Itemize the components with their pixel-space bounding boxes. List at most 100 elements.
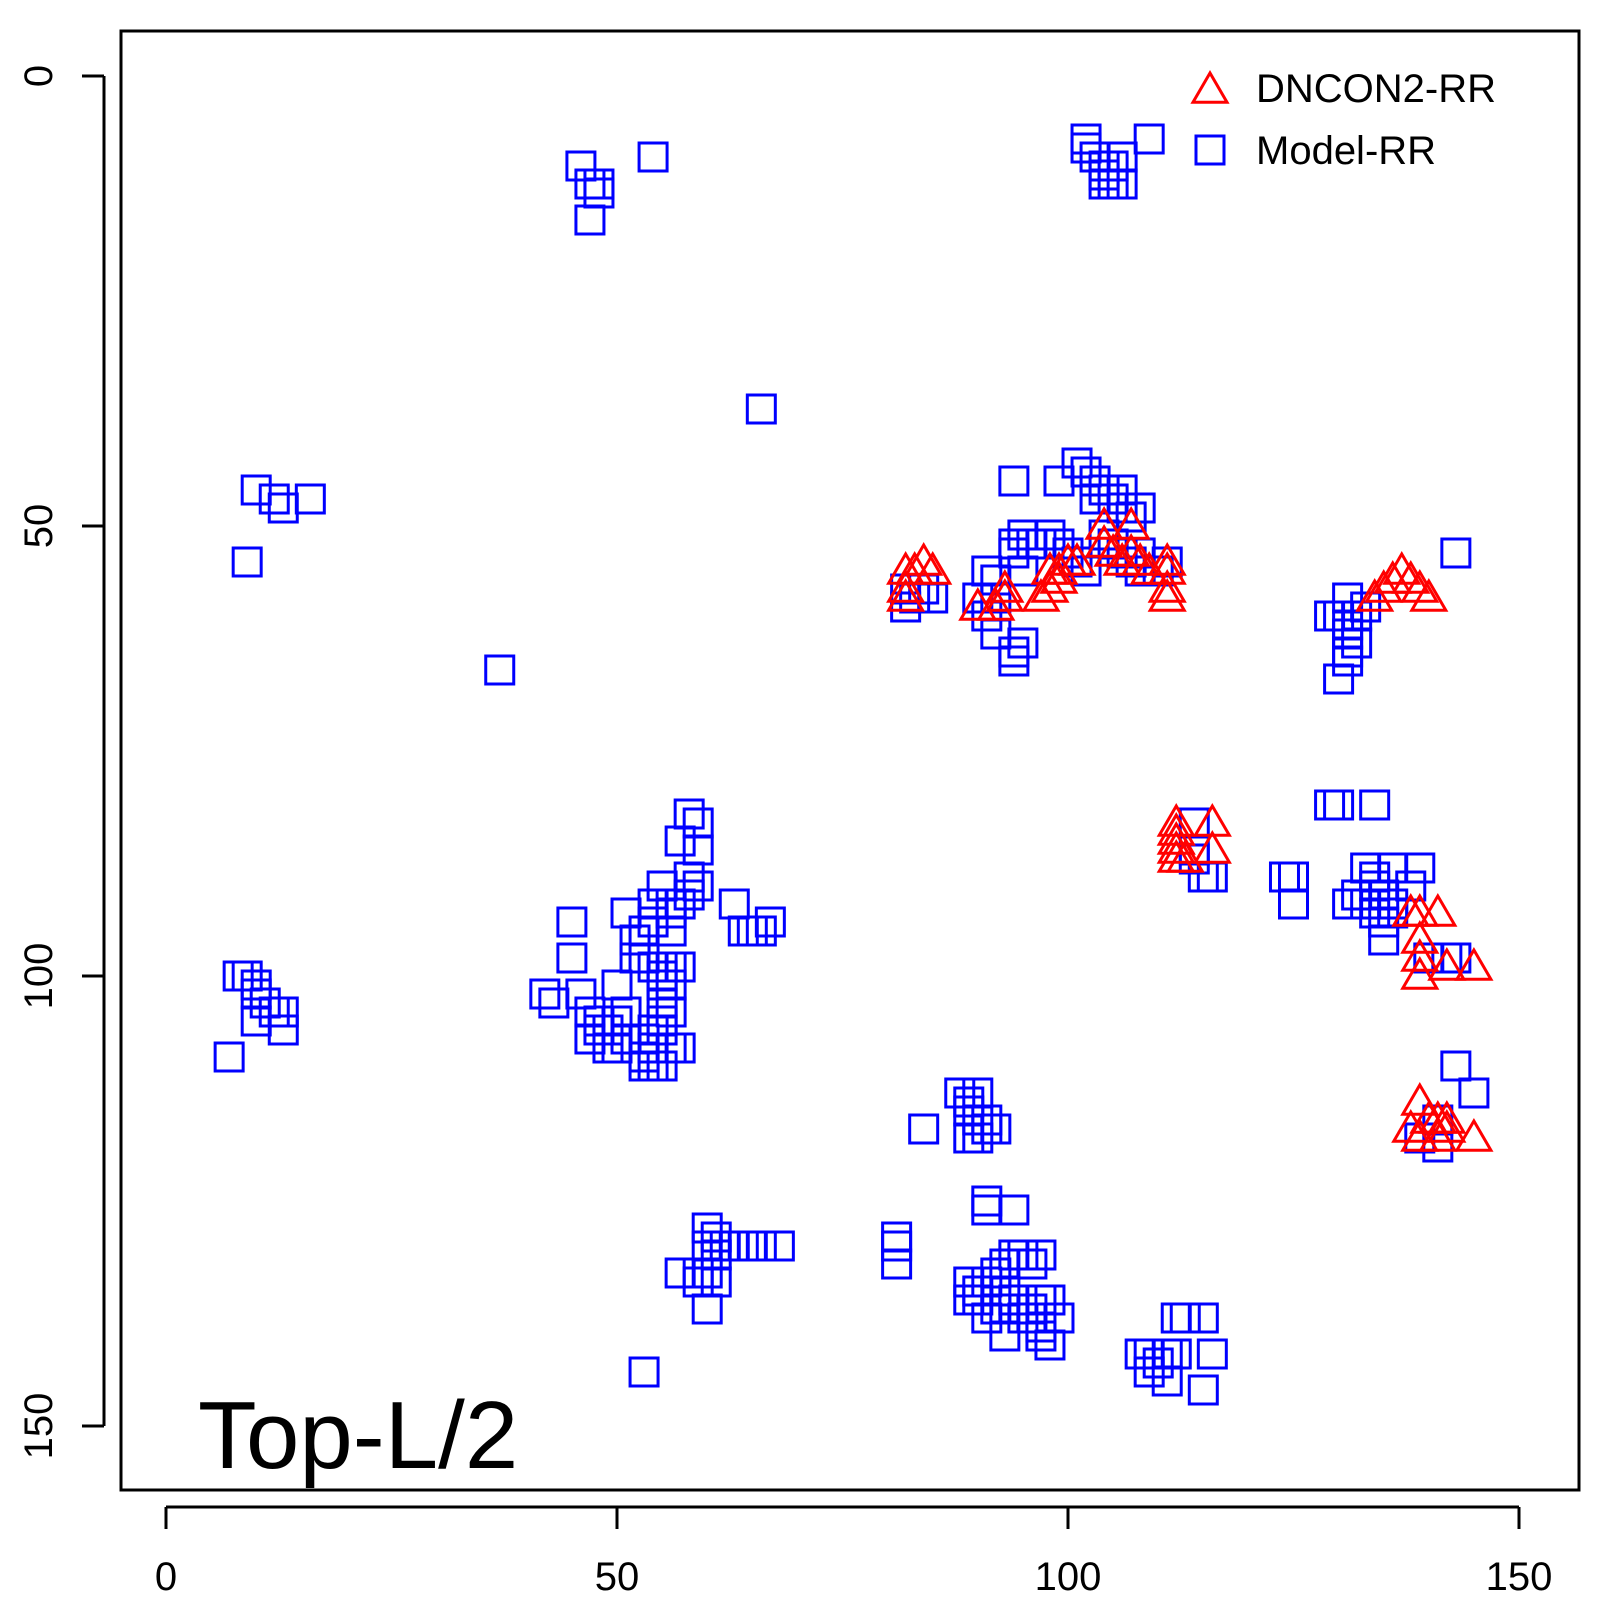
model-rr-point — [718, 1230, 750, 1262]
model-rr-point — [1314, 789, 1346, 821]
model-rr-point — [646, 870, 678, 902]
model-rr-point — [574, 1023, 606, 1055]
model-rr-point — [673, 879, 705, 911]
model-rr-point — [718, 888, 750, 920]
model-rr-point — [998, 528, 1030, 560]
model-rr-point — [538, 987, 570, 1019]
model-rr-point — [1350, 852, 1382, 884]
model-rr-point — [1106, 474, 1138, 506]
model-rr-point — [655, 888, 687, 920]
model-rr-point — [673, 798, 705, 830]
model-rr-point — [574, 996, 606, 1028]
model-rr-point — [700, 1266, 732, 1298]
model-rr-point — [556, 942, 588, 974]
y-tick-label: 50 — [17, 504, 61, 549]
dncon2-rr-point — [1156, 830, 1196, 864]
model-rr-point — [1088, 150, 1120, 182]
x-tick-label: 150 — [1486, 1555, 1553, 1599]
model-rr-point — [709, 1230, 741, 1262]
dncon2-rr-point — [1192, 830, 1232, 864]
model-rr-point — [682, 834, 714, 866]
model-rr-point — [962, 1275, 994, 1307]
model-rr-point — [971, 1104, 1003, 1136]
legend: DNCON2-RR Model-RR — [1190, 67, 1496, 173]
model-rr-point — [628, 915, 660, 947]
model-rr-point — [637, 1014, 669, 1046]
model-rr-point — [998, 537, 1030, 569]
model-rr-point — [1404, 1122, 1436, 1154]
model-rr-point — [700, 1239, 732, 1271]
model-rr-point — [1440, 1050, 1472, 1082]
dncon2-rr-point — [1454, 1118, 1494, 1152]
model-rr-point — [1440, 537, 1472, 569]
model-rr-point — [971, 1185, 1003, 1217]
model-rr-point — [1088, 474, 1120, 506]
model-rr-point — [610, 1023, 642, 1055]
model-rr-point — [998, 465, 1030, 497]
dncon2-rr-point — [1400, 569, 1440, 603]
dncon2-rr-point — [1427, 947, 1467, 981]
model-rr-point — [962, 1104, 994, 1136]
model-rr-point — [565, 978, 597, 1010]
model-rr-point — [998, 645, 1030, 677]
model-rr-point — [1278, 861, 1309, 893]
model-rr-point — [1079, 465, 1111, 497]
model-rr-point — [682, 870, 714, 902]
model-rr-point — [655, 951, 687, 983]
model-rr-point — [1332, 636, 1364, 668]
dncon2-rr-point — [1120, 542, 1160, 576]
model-rr-point — [213, 1041, 245, 1073]
model-rr-point — [754, 906, 786, 938]
model-rr-point — [962, 1284, 994, 1316]
model-rr-point — [267, 492, 299, 524]
model-rr-point — [565, 150, 597, 182]
model-rr-point — [646, 960, 678, 992]
x-tick-label: 100 — [1035, 1555, 1102, 1599]
model-rr-point — [980, 1113, 1012, 1145]
series-dncon2-rr — [886, 506, 1494, 1152]
model-rr-point — [989, 1275, 1021, 1307]
model-rr-point — [1025, 1311, 1057, 1343]
model-rr-point — [601, 1005, 633, 1037]
model-rr-point — [1377, 888, 1409, 920]
model-rr-point — [998, 1194, 1030, 1226]
model-rr-point — [980, 1257, 1012, 1289]
model-rr-point — [682, 807, 714, 839]
model-rr-point — [691, 1230, 723, 1262]
model-rr-point — [962, 1077, 994, 1109]
dncon2-rr-point — [1364, 569, 1404, 603]
model-rr-point — [998, 1284, 1030, 1316]
dncon2-rr-point — [1084, 524, 1124, 558]
legend-square-marker — [1194, 134, 1226, 166]
series-model-rr — [213, 123, 1490, 1406]
model-rr-point — [1160, 1338, 1192, 1370]
y-tick-label: 100 — [17, 943, 61, 1010]
model-rr-point — [484, 654, 516, 686]
dncon2-rr-point — [1382, 551, 1422, 585]
dncon2-rr-point — [1391, 1109, 1431, 1143]
model-rr-point — [980, 618, 1012, 650]
dncon2-rr-point — [1400, 956, 1440, 990]
dncon2-rr-point — [1030, 569, 1070, 603]
model-rr-point — [691, 1257, 723, 1289]
plot-frame — [119, 29, 1581, 1492]
model-rr-point — [953, 1122, 985, 1154]
model-rr-point — [1034, 1284, 1066, 1316]
model-rr-point — [1070, 456, 1102, 488]
model-rr-point — [971, 1194, 1003, 1226]
panel-annotation: Top-L/2 — [198, 1382, 518, 1489]
model-rr-point — [249, 987, 281, 1019]
model-rr-point — [727, 915, 759, 947]
model-rr-point — [727, 1230, 759, 1262]
model-rr-point — [646, 1050, 678, 1082]
model-rr-point — [1187, 861, 1219, 893]
model-rr-point — [971, 1266, 1003, 1298]
model-rr-point — [1007, 1239, 1039, 1271]
model-rr-point — [1025, 1239, 1057, 1271]
model-rr-point — [222, 960, 254, 992]
model-rr-point — [637, 951, 669, 983]
model-rr-point — [1034, 519, 1066, 551]
model-rr-point — [1341, 879, 1373, 911]
model-rr-point — [998, 636, 1030, 668]
model-rr-point — [1070, 123, 1102, 155]
